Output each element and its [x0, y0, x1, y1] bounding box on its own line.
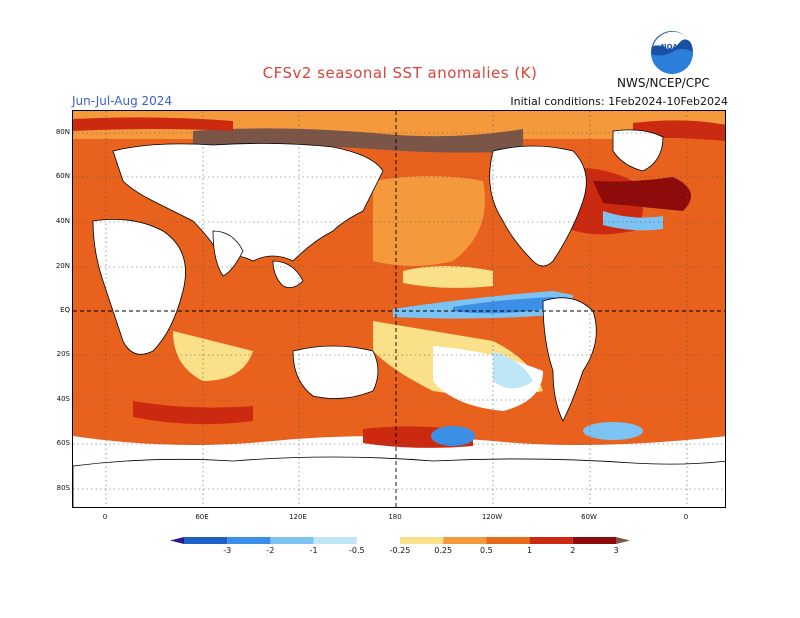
colorbar-tick-label: -2: [266, 546, 275, 555]
equatorial-cold-core: [453, 297, 565, 314]
colorbar-segments: [170, 537, 630, 544]
colorbar-tick-label: -1: [309, 546, 318, 555]
southern-red-patch-1: [133, 401, 253, 425]
lat-label-80n: 80N: [55, 128, 70, 136]
lat-label-60s: 60S: [56, 439, 70, 447]
lon-label-60w: 60W: [581, 513, 597, 521]
continents: [73, 129, 725, 507]
agency-label: NWS/NCEP/CPC: [617, 76, 710, 90]
colorbar-tick-label: 0.25: [434, 546, 453, 555]
colorbar-box: [313, 537, 357, 544]
southern-cool-patch: [431, 426, 475, 446]
colorbar-box: [529, 537, 573, 544]
southern-ocean-band: [73, 391, 725, 445]
lat-label-80s: 80S: [56, 484, 70, 492]
north-pacific-pale: [403, 266, 493, 288]
greenland-land: [612, 129, 664, 172]
lon-label-0: 0: [102, 513, 108, 521]
colorbar-tick-label: 0.5: [480, 546, 493, 555]
logo-text: NOAA: [661, 43, 684, 51]
colorbar-box: [184, 537, 228, 544]
lat-label-eq: EQ: [60, 306, 70, 314]
noaa-logo-icon: NOAA: [651, 31, 694, 74]
lon-label-120w: 120W: [481, 513, 503, 521]
colorbar: [170, 537, 630, 544]
colorbar-tick-label: 1: [527, 546, 533, 555]
southern-cool-patch-2: [583, 422, 643, 440]
africa-land: [92, 219, 186, 355]
india-land: [212, 230, 244, 277]
colorbar-box: [443, 537, 487, 544]
lon-label-60e: 60E: [195, 513, 209, 521]
south-pacific-cool: [493, 351, 533, 389]
colorbar-box: [270, 537, 314, 544]
australia-land: [292, 345, 379, 399]
sst-anomaly-map: [72, 110, 726, 508]
south-america-land: [542, 297, 597, 422]
eurasia-land: [112, 143, 384, 262]
colorbar-box: [400, 537, 444, 544]
se-asia-land: [272, 260, 304, 289]
colorbar-box: [572, 537, 616, 544]
reference-lines: [73, 111, 725, 507]
antarctica-land: [73, 456, 725, 507]
colorbar-box: [486, 537, 530, 544]
season-label: Jun-Jul-Aug 2024: [72, 94, 173, 108]
colorbar-box: [356, 537, 400, 544]
lat-label-20n: 20N: [55, 262, 70, 270]
lon-label-0-east: 0: [683, 513, 689, 521]
colorbar-tick-label: -3: [223, 546, 232, 555]
colorbar-arrow-low: [170, 537, 184, 544]
north-pacific-warm: [373, 176, 485, 266]
north-atlantic-dark-red: [593, 177, 691, 211]
north-atlantic-cool: [603, 211, 663, 231]
colorbar-tick-label: 2: [570, 546, 576, 555]
map-canvas: [73, 111, 725, 507]
colorbar-tick-label: 3: [613, 546, 619, 555]
arctic-brown-anomaly: [193, 128, 523, 153]
gridlines: [73, 111, 725, 507]
north-america-land: [489, 145, 587, 267]
lat-label-40s: 40S: [56, 395, 70, 403]
arctic-red-patch: [73, 117, 233, 131]
colorbar-tick-label: -0.5: [348, 546, 365, 555]
map-title: CFSv2 seasonal SST anomalies (K): [262, 64, 538, 82]
initial-conditions-label: Initial conditions: 1Feb2024-10Feb2024: [510, 95, 728, 108]
colorbar-tick-label: -0.25: [389, 546, 411, 555]
lon-label-180: 180: [388, 513, 402, 521]
lon-label-120e: 120E: [289, 513, 307, 521]
colorbar-box: [227, 537, 271, 544]
lat-label-40n: 40N: [55, 217, 70, 225]
indian-ocean-pale: [173, 331, 253, 381]
colorbar-arrow-high: [616, 537, 630, 544]
lat-label-60n: 60N: [55, 172, 70, 180]
lat-label-20s: 20S: [56, 350, 70, 358]
